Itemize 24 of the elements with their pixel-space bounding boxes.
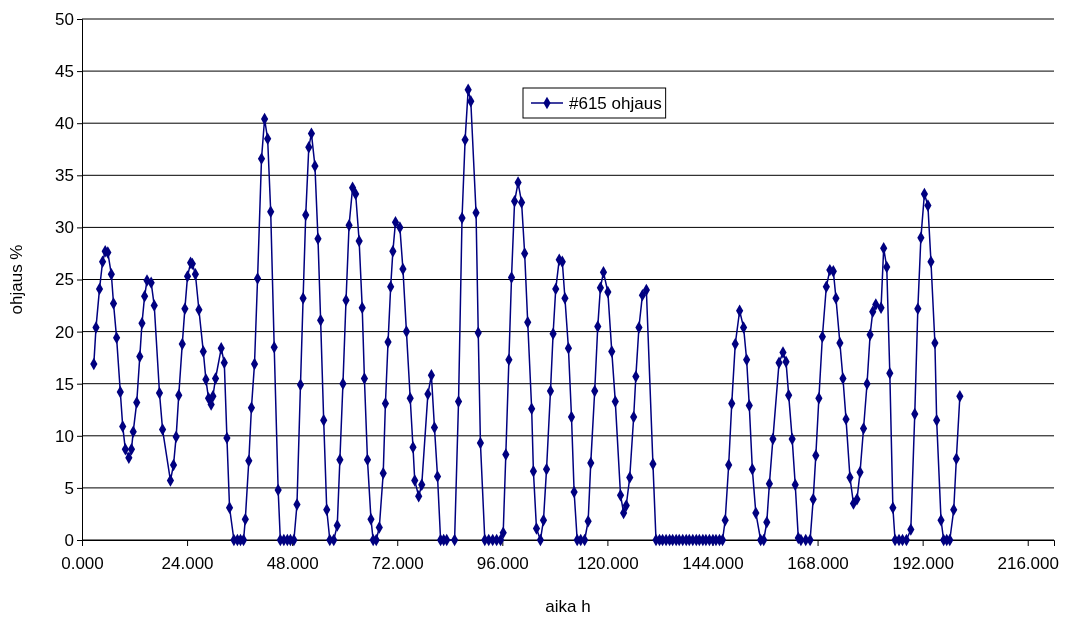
legend-label: #615 ohjaus (569, 94, 662, 113)
x-tick-label: 192.000 (892, 554, 954, 574)
x-tick-label: 120.000 (577, 554, 639, 574)
x-tick-label: 0.000 (61, 554, 104, 574)
x-tick-label: 72.000 (371, 554, 424, 574)
x-tick-label: 48.000 (266, 554, 319, 574)
y-tick-label: 0 (64, 530, 74, 550)
y-tick-label: 15 (55, 374, 74, 394)
y-tick-label: 5 (64, 478, 74, 498)
y-axis-title: ohjaus % (7, 244, 26, 315)
x-tick-label: 144.000 (682, 554, 744, 574)
x-tick-label: 216.000 (997, 554, 1059, 574)
y-tick-label: 35 (55, 166, 74, 186)
x-tick-label: 24.000 (161, 554, 214, 574)
y-tick-label: 40 (55, 114, 74, 134)
y-tick-label: 45 (55, 62, 74, 82)
x-tick-label: 168.000 (787, 554, 849, 574)
y-tick-label: 20 (55, 322, 74, 342)
y-tick-label: 30 (55, 218, 74, 238)
y-tick-label: 25 (55, 270, 74, 290)
x-tick-label: 96.000 (476, 554, 529, 574)
y-tick-label: 10 (55, 426, 74, 446)
y-tick-label: 50 (55, 9, 74, 29)
x-axis-title: aika h (545, 597, 591, 616)
